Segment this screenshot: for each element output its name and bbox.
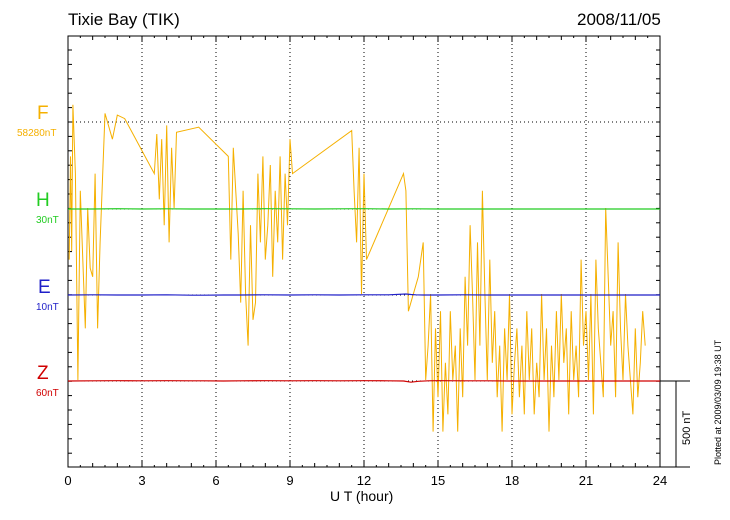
x-tick-label: 9 bbox=[286, 473, 293, 488]
x-axis-label: U T (hour) bbox=[330, 488, 394, 504]
scale-Z: 60nT bbox=[36, 388, 59, 399]
series-E bbox=[67, 293, 660, 296]
x-tick-label: 0 bbox=[64, 473, 71, 488]
label-Z: Z bbox=[37, 363, 49, 384]
scale-H: 30nT bbox=[36, 215, 59, 226]
label-E: E bbox=[38, 277, 51, 298]
x-tick-label: 24 bbox=[653, 473, 667, 488]
x-tick-label: 6 bbox=[212, 473, 219, 488]
x-tick-label: 15 bbox=[431, 473, 445, 488]
series-F bbox=[68, 104, 646, 432]
station-title: Tixie Bay (TIK) bbox=[68, 10, 180, 29]
scale-E: 10nT bbox=[36, 302, 59, 313]
x-tick-label: 3 bbox=[138, 473, 145, 488]
plotted-timestamp: Plotted at 2009/03/09 19:38 UT bbox=[713, 339, 723, 465]
x-tick-label: 12 bbox=[357, 473, 371, 488]
x-tick-label: 18 bbox=[505, 473, 519, 488]
date-title: 2008/11/05 bbox=[577, 10, 661, 29]
series-line-Z bbox=[67, 380, 660, 383]
series-line-E bbox=[67, 293, 660, 296]
label-F: F bbox=[37, 103, 49, 124]
series-Z bbox=[67, 380, 660, 383]
scale-bar-label: 500 nT bbox=[681, 410, 693, 445]
scale-F: 58280nT bbox=[17, 128, 57, 139]
series-line-F bbox=[68, 104, 646, 432]
x-tick-label: 21 bbox=[579, 473, 593, 488]
label-H: H bbox=[36, 190, 50, 211]
